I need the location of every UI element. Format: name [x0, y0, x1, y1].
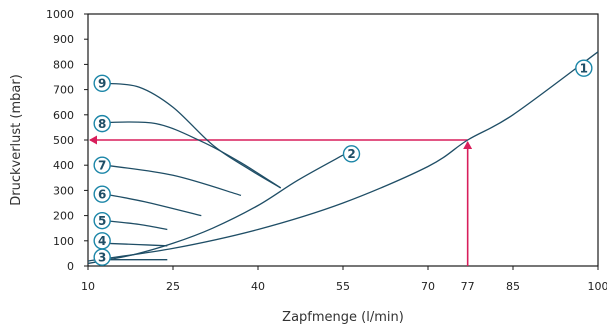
y-tick-label: 200: [53, 210, 74, 223]
x-tick-label: 100: [588, 280, 607, 293]
curve-6: [104, 193, 202, 217]
curve-marker-3: 3: [93, 248, 111, 266]
marker-label: 9: [98, 77, 106, 91]
curve-9: [104, 82, 282, 189]
curve-marker-5: 5: [93, 211, 111, 230]
curve-5: [104, 219, 168, 231]
marker-circle: [93, 185, 111, 203]
marker-label: 4: [98, 234, 106, 248]
curve-7: [104, 164, 242, 197]
marker-label: 8: [98, 117, 106, 131]
y-tick-label: 100: [53, 235, 74, 248]
marker-circle: [93, 232, 111, 250]
marker-label: 2: [347, 147, 355, 161]
y-tick-label: 900: [53, 33, 74, 46]
marker-circle: [93, 114, 111, 133]
curve-markers: 1 2 3 4 5 6 7 8 9: [93, 59, 593, 266]
y-tick-label: 300: [53, 184, 74, 197]
curve-2: [87, 154, 344, 265]
y-axis-title: Druckverlust (mbar): [9, 74, 24, 206]
curve-marker-2: 2: [342, 145, 361, 163]
x-tick-label: 55: [336, 280, 350, 293]
y-tick-label: 1000: [46, 8, 74, 21]
marker-label: 6: [98, 187, 106, 201]
marker-circle: [342, 145, 361, 163]
curve-4: [104, 242, 168, 247]
marker-label: 1: [580, 61, 588, 75]
x-tick-label: 10: [81, 280, 95, 293]
curve-marker-6: 6: [93, 185, 111, 203]
x-tick-label: 85: [506, 280, 520, 293]
curve-1: [87, 51, 599, 262]
curve-8: [104, 121, 282, 189]
curve-marker-4: 4: [93, 232, 111, 250]
curve-marker-1: 1: [575, 59, 593, 77]
y-tick-label: 600: [53, 109, 74, 122]
x-tick-label: 70: [421, 280, 435, 293]
curve-marker-9: 9: [93, 74, 111, 93]
marker-label: 5: [98, 214, 106, 228]
x-tick-label: 25: [166, 280, 180, 293]
y-tick-label: 0: [67, 260, 74, 273]
marker-label: 7: [98, 159, 106, 173]
y-tick-label: 700: [53, 84, 74, 97]
x-tick-label: 40: [251, 280, 265, 293]
highlight-group: [89, 135, 473, 266]
x-tick-label: 77: [461, 280, 475, 293]
curves: [87, 51, 599, 265]
y-tick-label: 500: [53, 134, 74, 147]
y-tick-label: 400: [53, 159, 74, 172]
curve-marker-8: 8: [93, 114, 111, 133]
marker-circle: [575, 59, 593, 77]
x-axis-title: Zapfmenge (l/min): [282, 310, 404, 325]
marker-label: 3: [98, 250, 106, 264]
marker-circle: [93, 74, 111, 93]
marker-circle: [93, 156, 111, 174]
curve-marker-7: 7: [93, 156, 111, 174]
marker-circle: [93, 211, 111, 230]
y-tick-label: 800: [53, 58, 74, 71]
